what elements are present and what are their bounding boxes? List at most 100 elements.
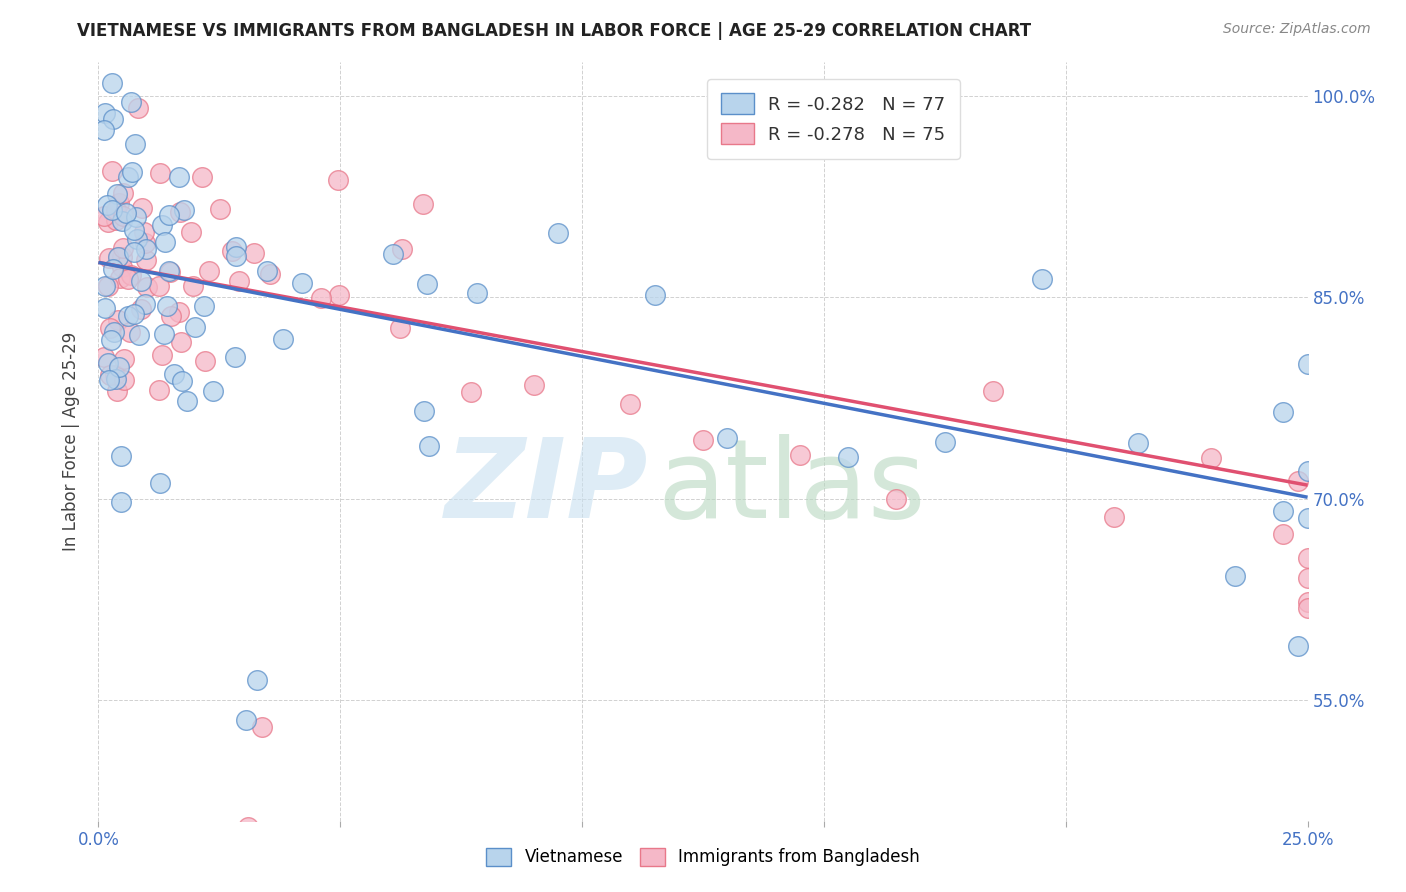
Point: [197, 264, 219, 278]
Point: [1128, 436, 1150, 450]
Point: [114, 351, 136, 366]
Point: [382, 246, 405, 260]
Point: [135, 279, 157, 293]
Point: [692, 433, 714, 447]
Point: [93, 105, 115, 120]
Point: [190, 169, 212, 184]
Point: [886, 491, 908, 506]
Point: [110, 495, 132, 509]
Point: [1296, 551, 1319, 566]
Point: [415, 277, 437, 292]
Point: [110, 449, 132, 463]
Point: [159, 265, 181, 279]
Point: [619, 397, 641, 411]
Point: [125, 210, 148, 224]
Point: [122, 222, 145, 236]
Point: [100, 76, 122, 90]
Point: [98, 251, 121, 265]
Point: [224, 350, 246, 364]
Point: [259, 267, 281, 281]
Point: [148, 279, 170, 293]
Point: [104, 213, 127, 227]
Legend: Vietnamese, Immigrants from Bangladesh: Vietnamese, Immigrants from Bangladesh: [478, 839, 928, 875]
Point: [235, 713, 257, 727]
Point: [100, 333, 122, 347]
Point: [221, 244, 243, 258]
Point: [208, 202, 231, 217]
Point: [153, 235, 176, 250]
Point: [97, 215, 120, 229]
Point: [291, 276, 314, 290]
Point: [225, 249, 247, 263]
Point: [156, 299, 179, 313]
Point: [1272, 526, 1295, 541]
Point: [167, 170, 190, 185]
Point: [391, 242, 413, 256]
Point: [465, 286, 488, 301]
Point: [460, 385, 482, 400]
Point: [228, 274, 250, 288]
Point: [309, 291, 332, 305]
Point: [105, 384, 128, 398]
Point: [97, 373, 120, 387]
Point: [97, 356, 120, 370]
Point: [114, 205, 136, 219]
Point: [1223, 569, 1246, 583]
Point: [173, 202, 195, 217]
Text: Source: ZipAtlas.com: Source: ZipAtlas.com: [1223, 22, 1371, 37]
Point: [93, 122, 115, 136]
Point: [121, 165, 143, 179]
Point: [180, 225, 202, 239]
Point: [1199, 450, 1222, 465]
Point: [107, 250, 129, 264]
Point: [134, 236, 156, 251]
Point: [135, 253, 157, 268]
Point: [193, 299, 215, 313]
Point: [127, 101, 149, 115]
Point: [1286, 639, 1309, 653]
Point: [104, 368, 127, 383]
Point: [101, 203, 124, 218]
Point: [184, 320, 207, 334]
Point: [194, 353, 217, 368]
Point: [328, 288, 350, 302]
Point: [93, 301, 115, 316]
Point: [1296, 510, 1319, 524]
Point: [271, 332, 294, 346]
Point: [97, 278, 120, 293]
Point: [148, 384, 170, 398]
Point: [100, 321, 122, 335]
Point: [129, 274, 152, 288]
Point: [98, 368, 121, 382]
Point: [107, 313, 129, 327]
Point: [112, 373, 135, 387]
Point: [163, 367, 186, 381]
Point: [107, 250, 129, 264]
Point: [326, 173, 349, 187]
Point: [1296, 570, 1319, 584]
Point: [1031, 272, 1053, 286]
Point: [105, 372, 128, 386]
Point: [105, 203, 128, 218]
Point: [150, 219, 173, 233]
Y-axis label: In Labor Force | Age 25-29: In Labor Force | Age 25-29: [62, 332, 80, 551]
Point: [120, 268, 142, 282]
Point: [135, 243, 157, 257]
Point: [149, 166, 172, 180]
Point: [101, 164, 124, 178]
Point: [107, 360, 129, 375]
Point: [201, 384, 224, 398]
Text: atlas: atlas: [657, 434, 925, 541]
Point: [96, 198, 118, 212]
Point: [157, 263, 180, 277]
Point: [93, 209, 115, 223]
Point: [1296, 464, 1319, 478]
Text: VIETNAMESE VS IMMIGRANTS FROM BANGLADESH IN LABOR FORCE | AGE 25-29 CORRELATION : VIETNAMESE VS IMMIGRANTS FROM BANGLADESH…: [77, 22, 1032, 40]
Point: [117, 309, 139, 323]
Point: [523, 377, 546, 392]
Point: [250, 720, 273, 734]
Point: [176, 393, 198, 408]
Point: [111, 209, 134, 223]
Point: [242, 246, 264, 260]
Legend: R = -0.282   N = 77, R = -0.278   N = 75: R = -0.282 N = 77, R = -0.278 N = 75: [707, 79, 960, 159]
